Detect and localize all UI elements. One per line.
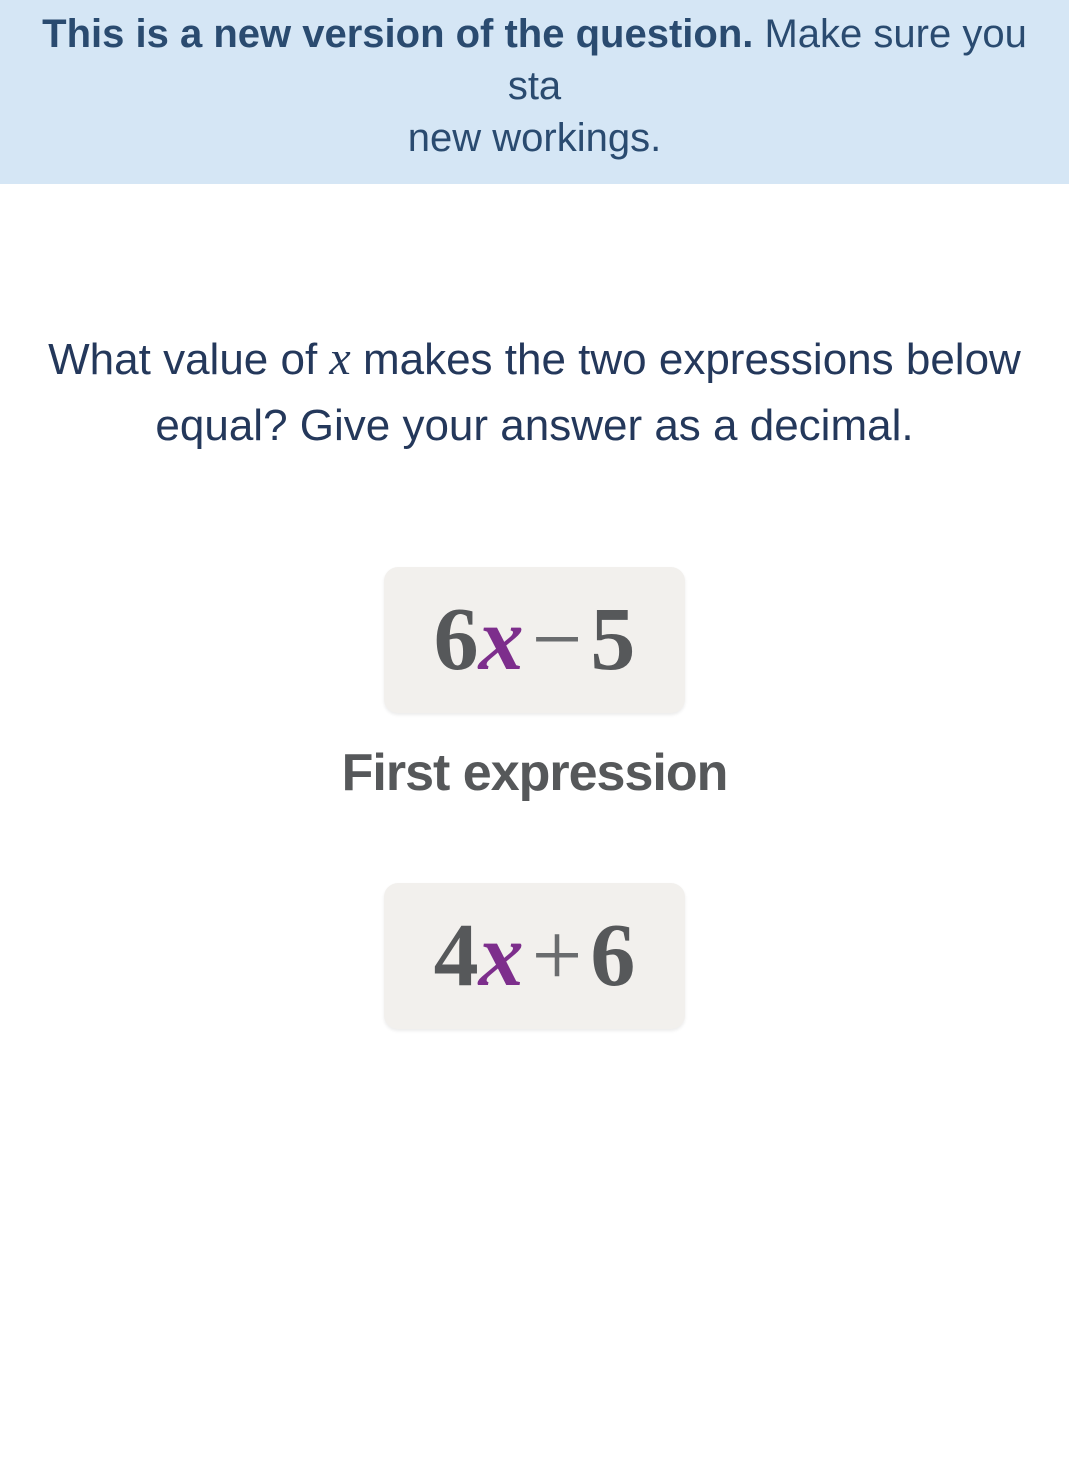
banner-text-line2: new workings. <box>408 116 661 160</box>
expr1-constant: 5 <box>590 590 635 689</box>
expr2-constant: 6 <box>590 906 635 1005</box>
expr2-variable: x <box>479 906 524 1005</box>
expr1-variable: x <box>479 590 524 689</box>
expr2-coefficient: 4 <box>434 906 479 1005</box>
expr2-operator: + <box>532 906 583 1005</box>
expr1-operator: − <box>532 590 583 689</box>
question-variable: x <box>329 332 350 385</box>
expression-box-2: 4x+6 <box>384 883 686 1029</box>
expressions-container: 6x−5 First expression 4x+6 <box>40 567 1029 1029</box>
expression-2: 4x+6 <box>434 911 636 1001</box>
expression-1-label: First expression <box>342 743 728 803</box>
question-text: What value of x makes the two expression… <box>40 324 1029 457</box>
question-prefix: What value of <box>48 335 329 384</box>
question-area: What value of x makes the two expression… <box>0 184 1069 1089</box>
expression-box-1: 6x−5 <box>384 567 686 713</box>
expr1-coefficient: 6 <box>434 590 479 689</box>
banner-bold-text: This is a new version of the question. <box>42 12 753 56</box>
new-version-banner: This is a new version of the question. M… <box>0 0 1069 184</box>
expression-1: 6x−5 <box>434 595 636 685</box>
